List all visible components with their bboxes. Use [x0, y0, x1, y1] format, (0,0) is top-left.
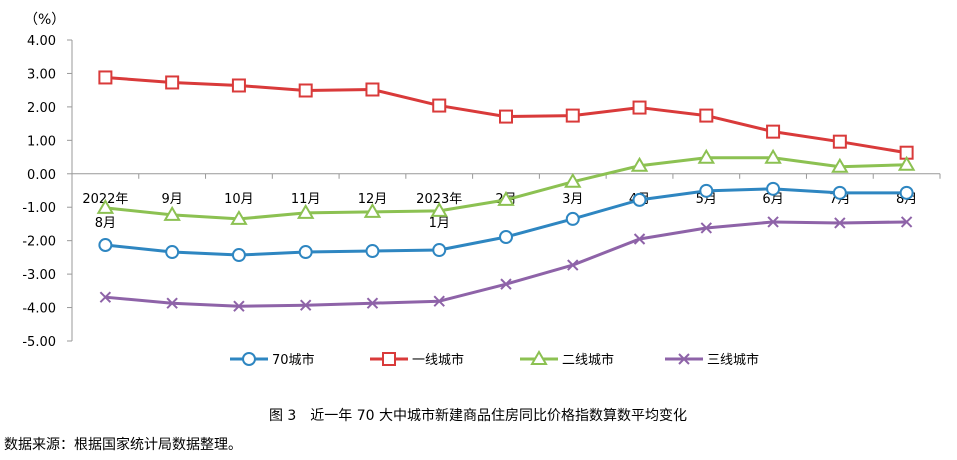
series-2 — [96, 148, 916, 225]
y-tick-label: -1.00 — [22, 201, 56, 216]
y-tick-label: 2.00 — [27, 101, 56, 116]
data-point — [632, 192, 647, 207]
data-point — [432, 98, 447, 113]
data-point — [633, 233, 646, 245]
y-tick-label: 1.00 — [27, 134, 56, 149]
data-point — [831, 157, 849, 173]
data-point — [165, 75, 180, 90]
data-point — [632, 100, 647, 115]
data-point — [767, 216, 779, 228]
series-3 — [99, 216, 913, 312]
legend-item: 三线城市 — [665, 352, 759, 368]
data-point — [766, 181, 781, 196]
series-0 — [98, 181, 914, 263]
data-point — [499, 229, 513, 244]
data-point — [565, 108, 580, 123]
legend-label: 70城市 — [272, 352, 315, 368]
data-point — [433, 295, 445, 307]
data-point — [363, 202, 382, 218]
data-point — [766, 124, 781, 139]
data-point — [98, 238, 113, 253]
legend-label: 二线城市 — [562, 352, 614, 368]
chart-title: 图 3 近一年 70 大中城市新建商品住房同比价格指数算数平均变化 — [269, 407, 687, 424]
y-tick-label: 0.00 — [27, 168, 56, 183]
data-point — [231, 248, 246, 263]
legend-label: 三线城市 — [707, 352, 759, 368]
data-point — [700, 222, 713, 234]
data-point — [832, 185, 847, 200]
data-point — [832, 134, 847, 149]
legend-item: 二线城市 — [520, 350, 614, 368]
data-point — [764, 148, 782, 164]
y-tick-label: -5.00 — [22, 335, 56, 350]
y-tick-label: -2.00 — [22, 235, 56, 250]
series-group — [96, 70, 916, 312]
data-source: 数据来源：根据国家统计局数据整理。 — [4, 436, 242, 453]
x-tick-label: 12月 — [358, 192, 388, 207]
data-point — [166, 297, 178, 309]
data-point — [231, 78, 246, 93]
legend-label: 一线城市 — [412, 352, 464, 368]
data-point — [500, 278, 512, 290]
data-point — [365, 82, 380, 97]
y-axis: 4.00 3.00 2.00 1.00 0.00 -1.00 -2.00 -3.00 -4.00… — [22, 34, 73, 350]
data-point — [565, 211, 580, 226]
data-point — [567, 259, 579, 271]
data-point — [564, 172, 582, 188]
data-point — [899, 185, 914, 200]
y-tick-label: -3.00 — [22, 268, 56, 283]
x-tick-label: 5月 — [696, 192, 717, 207]
data-point — [163, 205, 181, 221]
legend: 70城市 一线城市 二线城市 三线城市 — [230, 350, 759, 368]
data-point — [165, 245, 180, 260]
y-tick-label: 4.00 — [27, 34, 56, 49]
data-point — [699, 108, 714, 123]
data-point — [233, 300, 245, 312]
data-point — [98, 70, 113, 85]
x-tick-label: 9月 — [162, 192, 183, 207]
data-point — [365, 244, 380, 259]
data-point — [630, 156, 649, 172]
y-tick-label: -4.00 — [22, 302, 56, 317]
x-tick-label: 11月 — [291, 192, 321, 207]
legend-marker — [242, 352, 256, 366]
y-unit-label: （%） — [24, 12, 65, 28]
data-point — [299, 299, 312, 311]
data-point — [298, 245, 313, 260]
data-point — [230, 209, 248, 225]
data-point — [432, 243, 447, 258]
x-tick-label: 6月 — [762, 192, 783, 207]
legend-item: 70城市 — [230, 352, 315, 368]
legend-marker — [678, 353, 690, 365]
data-point — [99, 291, 112, 303]
data-point — [366, 297, 379, 309]
legend-marker — [530, 350, 548, 365]
data-point — [499, 109, 513, 124]
y-tick-label: 3.00 — [27, 67, 56, 82]
data-point — [96, 198, 115, 214]
legend-marker — [382, 352, 396, 366]
x-tick-label: 1月 — [429, 216, 450, 231]
series-1 — [98, 70, 914, 160]
data-point — [699, 183, 714, 198]
data-point — [298, 83, 313, 98]
x-tick-label: 10月 — [224, 192, 254, 207]
x-tick-label: 8月 — [95, 216, 116, 231]
x-tick-label: 3月 — [562, 192, 583, 207]
data-point — [897, 155, 916, 171]
data-point — [430, 201, 448, 217]
data-point — [296, 203, 315, 219]
legend-item: 一线城市 — [370, 352, 464, 368]
data-point — [900, 216, 913, 228]
data-point — [697, 148, 716, 164]
data-point — [834, 217, 846, 229]
data-point — [497, 190, 515, 206]
x-tick-label: 2023年 — [416, 192, 462, 207]
